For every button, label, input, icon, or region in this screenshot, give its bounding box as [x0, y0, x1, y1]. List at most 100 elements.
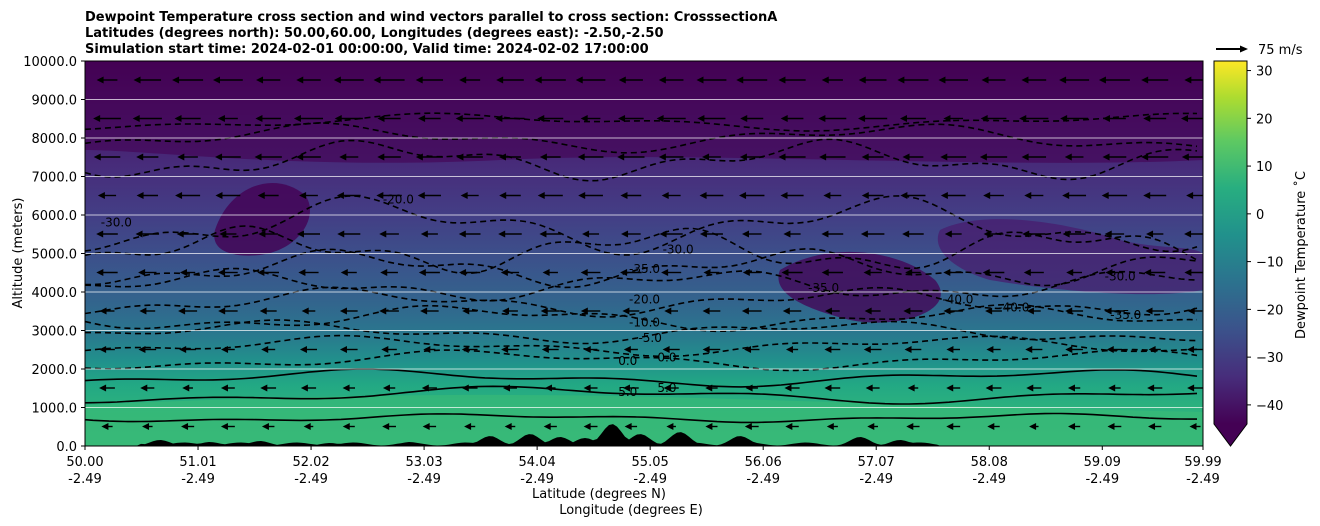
wind-arrowhead [175, 192, 183, 199]
wind-arrowhead [1065, 346, 1073, 353]
x-tick-label-lon: -2.49 [972, 472, 1006, 487]
wind-arrowhead [501, 346, 509, 353]
wind-arrowhead [863, 346, 871, 353]
wind-arrowhead [177, 153, 185, 161]
wind-arrowhead [1108, 384, 1116, 392]
wind-arrowhead [176, 230, 184, 238]
wind-arrowhead [658, 153, 666, 161]
wind-arrowhead [1102, 153, 1110, 161]
colorbar-tick-label: −10 [1256, 256, 1283, 271]
wind-arrowhead [540, 307, 548, 315]
wind-arrowhead [337, 230, 345, 238]
wind-arrowhead [821, 230, 829, 238]
wind-arrowhead [782, 307, 790, 315]
wind-arrowhead [863, 269, 871, 276]
colorbar-tick-label: −30 [1256, 351, 1283, 366]
y-tick-label: 8000.0 [32, 132, 78, 147]
wind-arrowhead [938, 76, 946, 84]
wind-arrowhead [458, 230, 466, 238]
wind-arrowhead [460, 192, 468, 199]
colorbar-extend-min [1214, 424, 1247, 446]
wind-arrowhead [864, 307, 872, 315]
contour-label: -35.0 [629, 262, 660, 276]
wind-arrowhead [867, 423, 875, 430]
wind-arrowhead [1187, 384, 1195, 392]
wind-arrowhead [860, 230, 868, 238]
wind-arrowhead [418, 115, 426, 122]
wind-arrowhead [502, 384, 510, 392]
contour-label: 0.0 [618, 354, 637, 368]
y-tick-label: 5000.0 [32, 248, 78, 263]
wind-reference-arrowhead [1240, 45, 1248, 53]
wind-arrowhead [658, 76, 666, 84]
wind-arrowhead [946, 423, 954, 430]
colorbar-body [1214, 61, 1247, 424]
wind-arrowhead [821, 269, 829, 276]
wind-arrowhead [258, 230, 266, 238]
wind-arrowhead [1144, 269, 1152, 276]
wind-arrowhead [696, 76, 704, 84]
wind-arrowhead [459, 76, 467, 84]
x-tick-label-lat: 55.05 [632, 455, 669, 470]
wind-arrowhead [220, 423, 228, 430]
wind-arrowhead [423, 346, 431, 353]
wind-arrowhead [339, 153, 347, 161]
wind-arrowhead [622, 307, 630, 315]
wind-reference-label: 75 m/s [1258, 43, 1303, 58]
wind-arrowhead [415, 153, 423, 161]
contour-line [85, 138, 1198, 182]
wind-arrowhead [140, 384, 148, 392]
wind-arrowhead [618, 115, 626, 122]
wind-arrowhead [897, 76, 905, 84]
y-tick-label: 0.0 [56, 440, 77, 455]
wind-arrowhead [382, 423, 390, 430]
wind-arrowhead [620, 269, 628, 276]
wind-arrowhead [296, 76, 304, 84]
wind-arrowhead [783, 230, 791, 238]
wind-arrowhead [666, 423, 674, 430]
wind-arrowhead [96, 269, 104, 276]
wind-arrowhead [215, 153, 223, 161]
colorbar-ticks: −40 −30 −20 −10 0 10 20 30 [1247, 65, 1283, 414]
wind-arrowhead [861, 192, 869, 199]
wind-arrowhead [182, 384, 190, 392]
wind-arrowhead [661, 269, 669, 276]
contour-label: -20.0 [629, 293, 660, 307]
wind-vectors [93, 76, 1203, 430]
wind-arrowhead [299, 192, 307, 199]
colorbar-tick-label: 10 [1256, 160, 1273, 175]
wind-arrowhead [300, 384, 308, 392]
wind-arrowhead [1023, 269, 1031, 276]
wind-arrowhead [377, 115, 385, 122]
wind-arrowhead [902, 230, 910, 238]
x-tick-label-lon: -2.49 [1085, 472, 1119, 487]
wind-arrowhead [819, 153, 827, 161]
wind-arrowhead [824, 346, 832, 353]
wind-arrowhead [899, 115, 907, 122]
wind-arrowhead [1186, 192, 1194, 199]
wind-arrowhead [583, 384, 591, 392]
wind-arrowhead [101, 423, 109, 430]
wind-arrowhead [97, 192, 105, 199]
x-tick-label-lat: 54.04 [519, 455, 556, 470]
wind-arrowhead [946, 384, 954, 392]
wind-arrowhead [537, 192, 545, 199]
wind-arrowhead [621, 230, 629, 238]
wind-arrowhead [656, 115, 664, 122]
wind-arrowhead [736, 76, 744, 84]
wind-arrowhead [459, 269, 467, 276]
x-tick-label-lon: -2.49 [294, 472, 328, 487]
wind-arrowhead [1026, 384, 1034, 392]
wind-arrowhead [1143, 115, 1151, 122]
wind-arrowhead [980, 115, 988, 122]
x-tick-label-lon: -2.49 [859, 472, 893, 487]
x-tick-label-lat: 59.99 [1184, 455, 1221, 470]
wind-arrowhead [985, 307, 993, 315]
x-tick-label-lat: 58.08 [971, 455, 1008, 470]
title-line-2: Latitudes (degrees north): 50.00,60.00, … [85, 26, 664, 41]
wind-arrowhead [902, 153, 910, 161]
wind-arrowhead [780, 192, 788, 199]
wind-arrowhead [739, 153, 747, 161]
x-axis: 50.00 -2.49 51.01 -2.49 52.02 -2.49 53.03 -2.49… [66, 446, 1222, 487]
wind-arrowhead [624, 423, 632, 430]
